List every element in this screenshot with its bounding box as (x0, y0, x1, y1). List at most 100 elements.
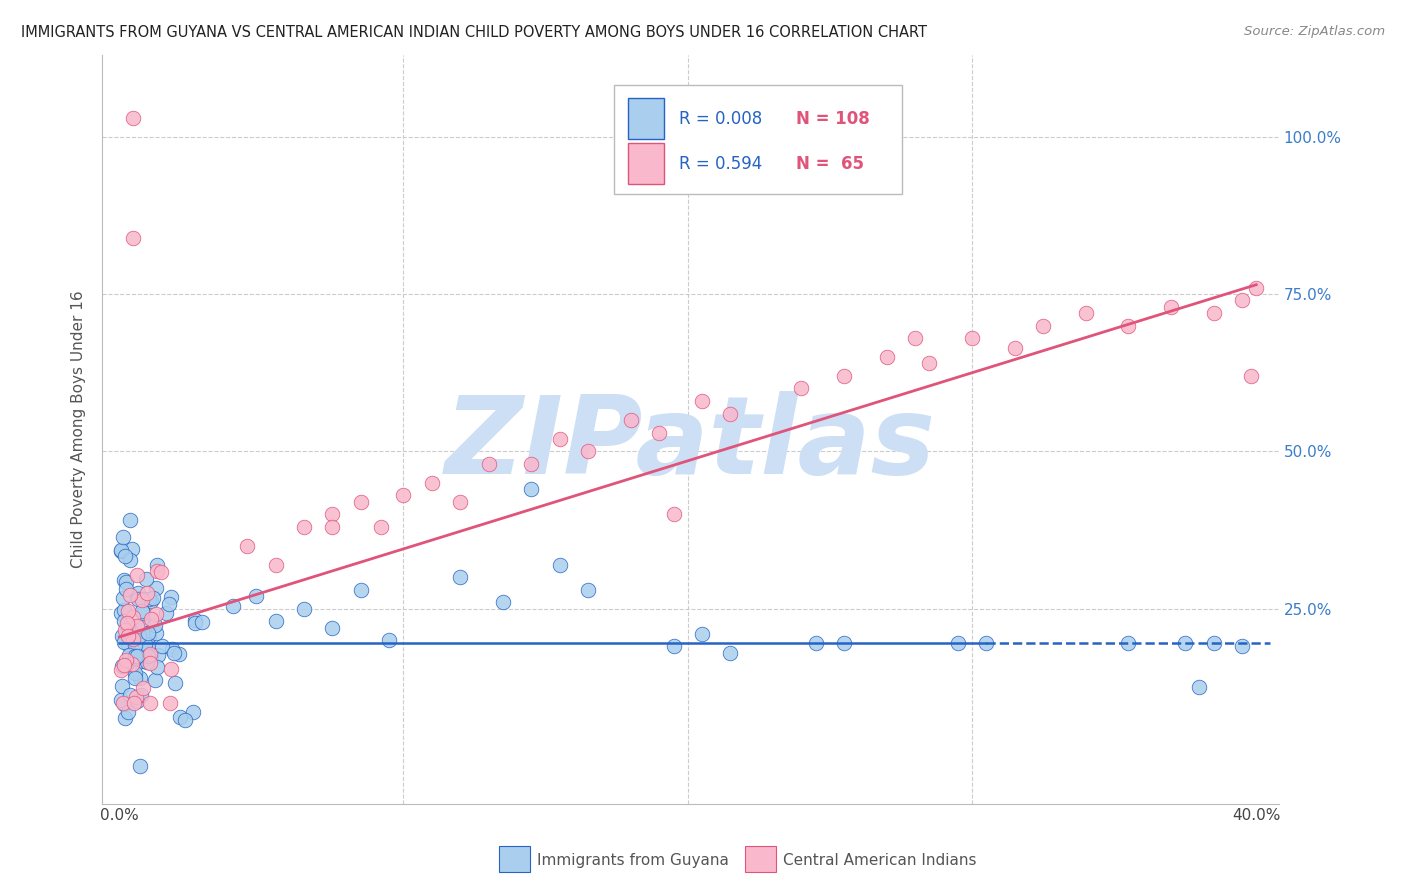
Point (114, 549, 136, 563)
Point (122, 111, 145, 125)
Point (139, 647, 162, 661)
Point (159, 590, 181, 604)
Point (145, 607, 167, 622)
Point (662, 640, 685, 654)
Point (548, 558, 571, 572)
Point (114, 698, 136, 712)
Point (122, 653, 145, 667)
Point (122, 230, 145, 244)
Point (1074, 306, 1097, 320)
Point (1160, 300, 1182, 314)
Point (190, 615, 212, 629)
Point (129, 688, 152, 702)
Point (121, 541, 143, 556)
Point (832, 636, 855, 650)
Point (520, 482, 543, 496)
Point (111, 591, 134, 605)
Point (139, 696, 162, 710)
Point (128, 629, 150, 643)
Point (139, 656, 162, 670)
Text: N =  65: N = 65 (796, 154, 865, 173)
Point (131, 604, 153, 618)
Point (449, 494, 471, 508)
Point (128, 759, 150, 773)
Point (118, 513, 141, 527)
Point (904, 331, 927, 345)
Point (370, 520, 392, 534)
Text: ZIPatlas: ZIPatlas (446, 392, 936, 498)
Point (138, 648, 160, 663)
Point (128, 671, 150, 685)
Point (143, 673, 166, 688)
Point (112, 603, 135, 617)
Point (132, 606, 155, 620)
Text: R = 0.594: R = 0.594 (679, 154, 762, 173)
Point (946, 636, 969, 650)
Point (131, 592, 153, 607)
Point (150, 639, 173, 653)
Point (162, 642, 184, 657)
Point (127, 586, 149, 600)
Point (1116, 318, 1139, 333)
Point (1004, 341, 1026, 355)
Point (184, 616, 207, 631)
Point (111, 659, 134, 673)
Point (378, 633, 401, 648)
Point (184, 613, 207, 627)
Point (350, 494, 373, 508)
Point (124, 638, 146, 652)
Point (136, 638, 159, 652)
Point (110, 606, 132, 620)
Point (143, 618, 166, 632)
Point (112, 696, 135, 710)
Point (718, 646, 741, 660)
Point (125, 694, 148, 708)
Point (118, 648, 141, 662)
Point (131, 654, 153, 668)
Point (135, 572, 157, 586)
Point (145, 582, 167, 596)
Point (420, 475, 443, 490)
Point (1244, 281, 1267, 295)
Point (139, 648, 162, 663)
Point (139, 594, 162, 608)
Point (112, 614, 135, 628)
Point (155, 606, 177, 620)
Point (662, 508, 685, 522)
Text: R = 0.008: R = 0.008 (679, 110, 762, 128)
Point (118, 588, 141, 602)
Point (576, 444, 599, 458)
Text: N = 108: N = 108 (796, 110, 870, 128)
Y-axis label: Child Poverty Among Boys Under 16: Child Poverty Among Boys Under 16 (72, 291, 86, 568)
Text: IMMIGRANTS FROM GUYANA VS CENTRAL AMERICAN INDIAN CHILD POVERTY AMONG BOYS UNDER: IMMIGRANTS FROM GUYANA VS CENTRAL AMERIC… (21, 25, 927, 40)
Point (1174, 636, 1197, 650)
FancyBboxPatch shape (614, 85, 903, 194)
Point (492, 595, 515, 609)
Point (117, 604, 139, 618)
Point (110, 663, 132, 677)
Point (136, 648, 159, 663)
Point (115, 574, 138, 589)
Point (1032, 318, 1054, 333)
Point (117, 705, 139, 719)
Point (110, 679, 132, 693)
Point (222, 599, 245, 613)
Point (118, 688, 141, 702)
Point (111, 628, 134, 642)
Point (121, 657, 143, 671)
Point (790, 382, 813, 396)
Point (449, 570, 471, 584)
Point (163, 646, 186, 660)
Point (392, 488, 415, 502)
Point (520, 457, 543, 471)
Point (146, 565, 169, 579)
Point (114, 657, 136, 672)
Point (1202, 306, 1225, 320)
Point (181, 705, 204, 719)
Point (918, 356, 941, 370)
Point (121, 610, 143, 624)
Point (146, 648, 169, 662)
Text: Central American Indians: Central American Indians (783, 854, 977, 868)
Point (718, 407, 741, 421)
Point (478, 457, 501, 471)
